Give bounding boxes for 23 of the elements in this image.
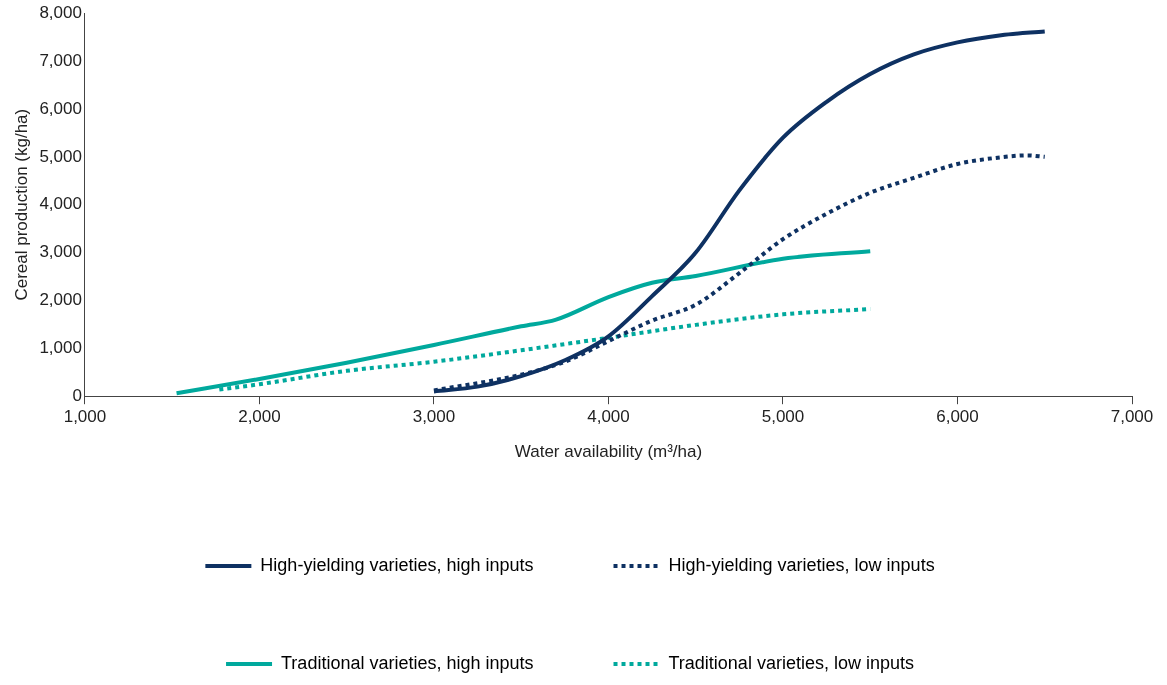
x-tick-label: 4,000 <box>587 407 630 427</box>
x-axis-title: Water availability (m³/ha) <box>514 442 703 462</box>
x-tick-label: 6,000 <box>936 407 979 427</box>
line-series <box>174 249 873 396</box>
y-tick-label: 8,000 <box>39 2 82 22</box>
y-tick-label: 3,000 <box>39 242 82 262</box>
x-tick-label: 5,000 <box>761 407 805 427</box>
y-tick-label: 1,000 <box>39 338 82 358</box>
y-tick-label: 6,000 <box>39 98 82 118</box>
x-tick-label: 2,000 <box>238 407 281 427</box>
y-tick-label: 4,000 <box>39 194 82 214</box>
legend-label: High-yielding varieties, low inputs <box>668 554 935 575</box>
y-tick-label: 7,000 <box>39 50 82 70</box>
x-tick-label: 3,000 <box>412 407 456 427</box>
y-tick-label: 2,000 <box>39 290 82 310</box>
y-tick-label: 0 <box>72 385 82 405</box>
y-axis-title: Cereal production (kg/ha) <box>11 108 31 301</box>
legend-label: High-yielding varieties, high inputs <box>260 554 534 575</box>
y-tick-label: 5,000 <box>39 146 82 166</box>
x-tick-label: 7,000 <box>1110 407 1154 427</box>
legend-label: Traditional varieties, low inputs <box>668 652 914 673</box>
x-tick-label: 1,000 <box>63 407 107 427</box>
legend-label: Traditional varieties, high inputs <box>281 652 534 673</box>
